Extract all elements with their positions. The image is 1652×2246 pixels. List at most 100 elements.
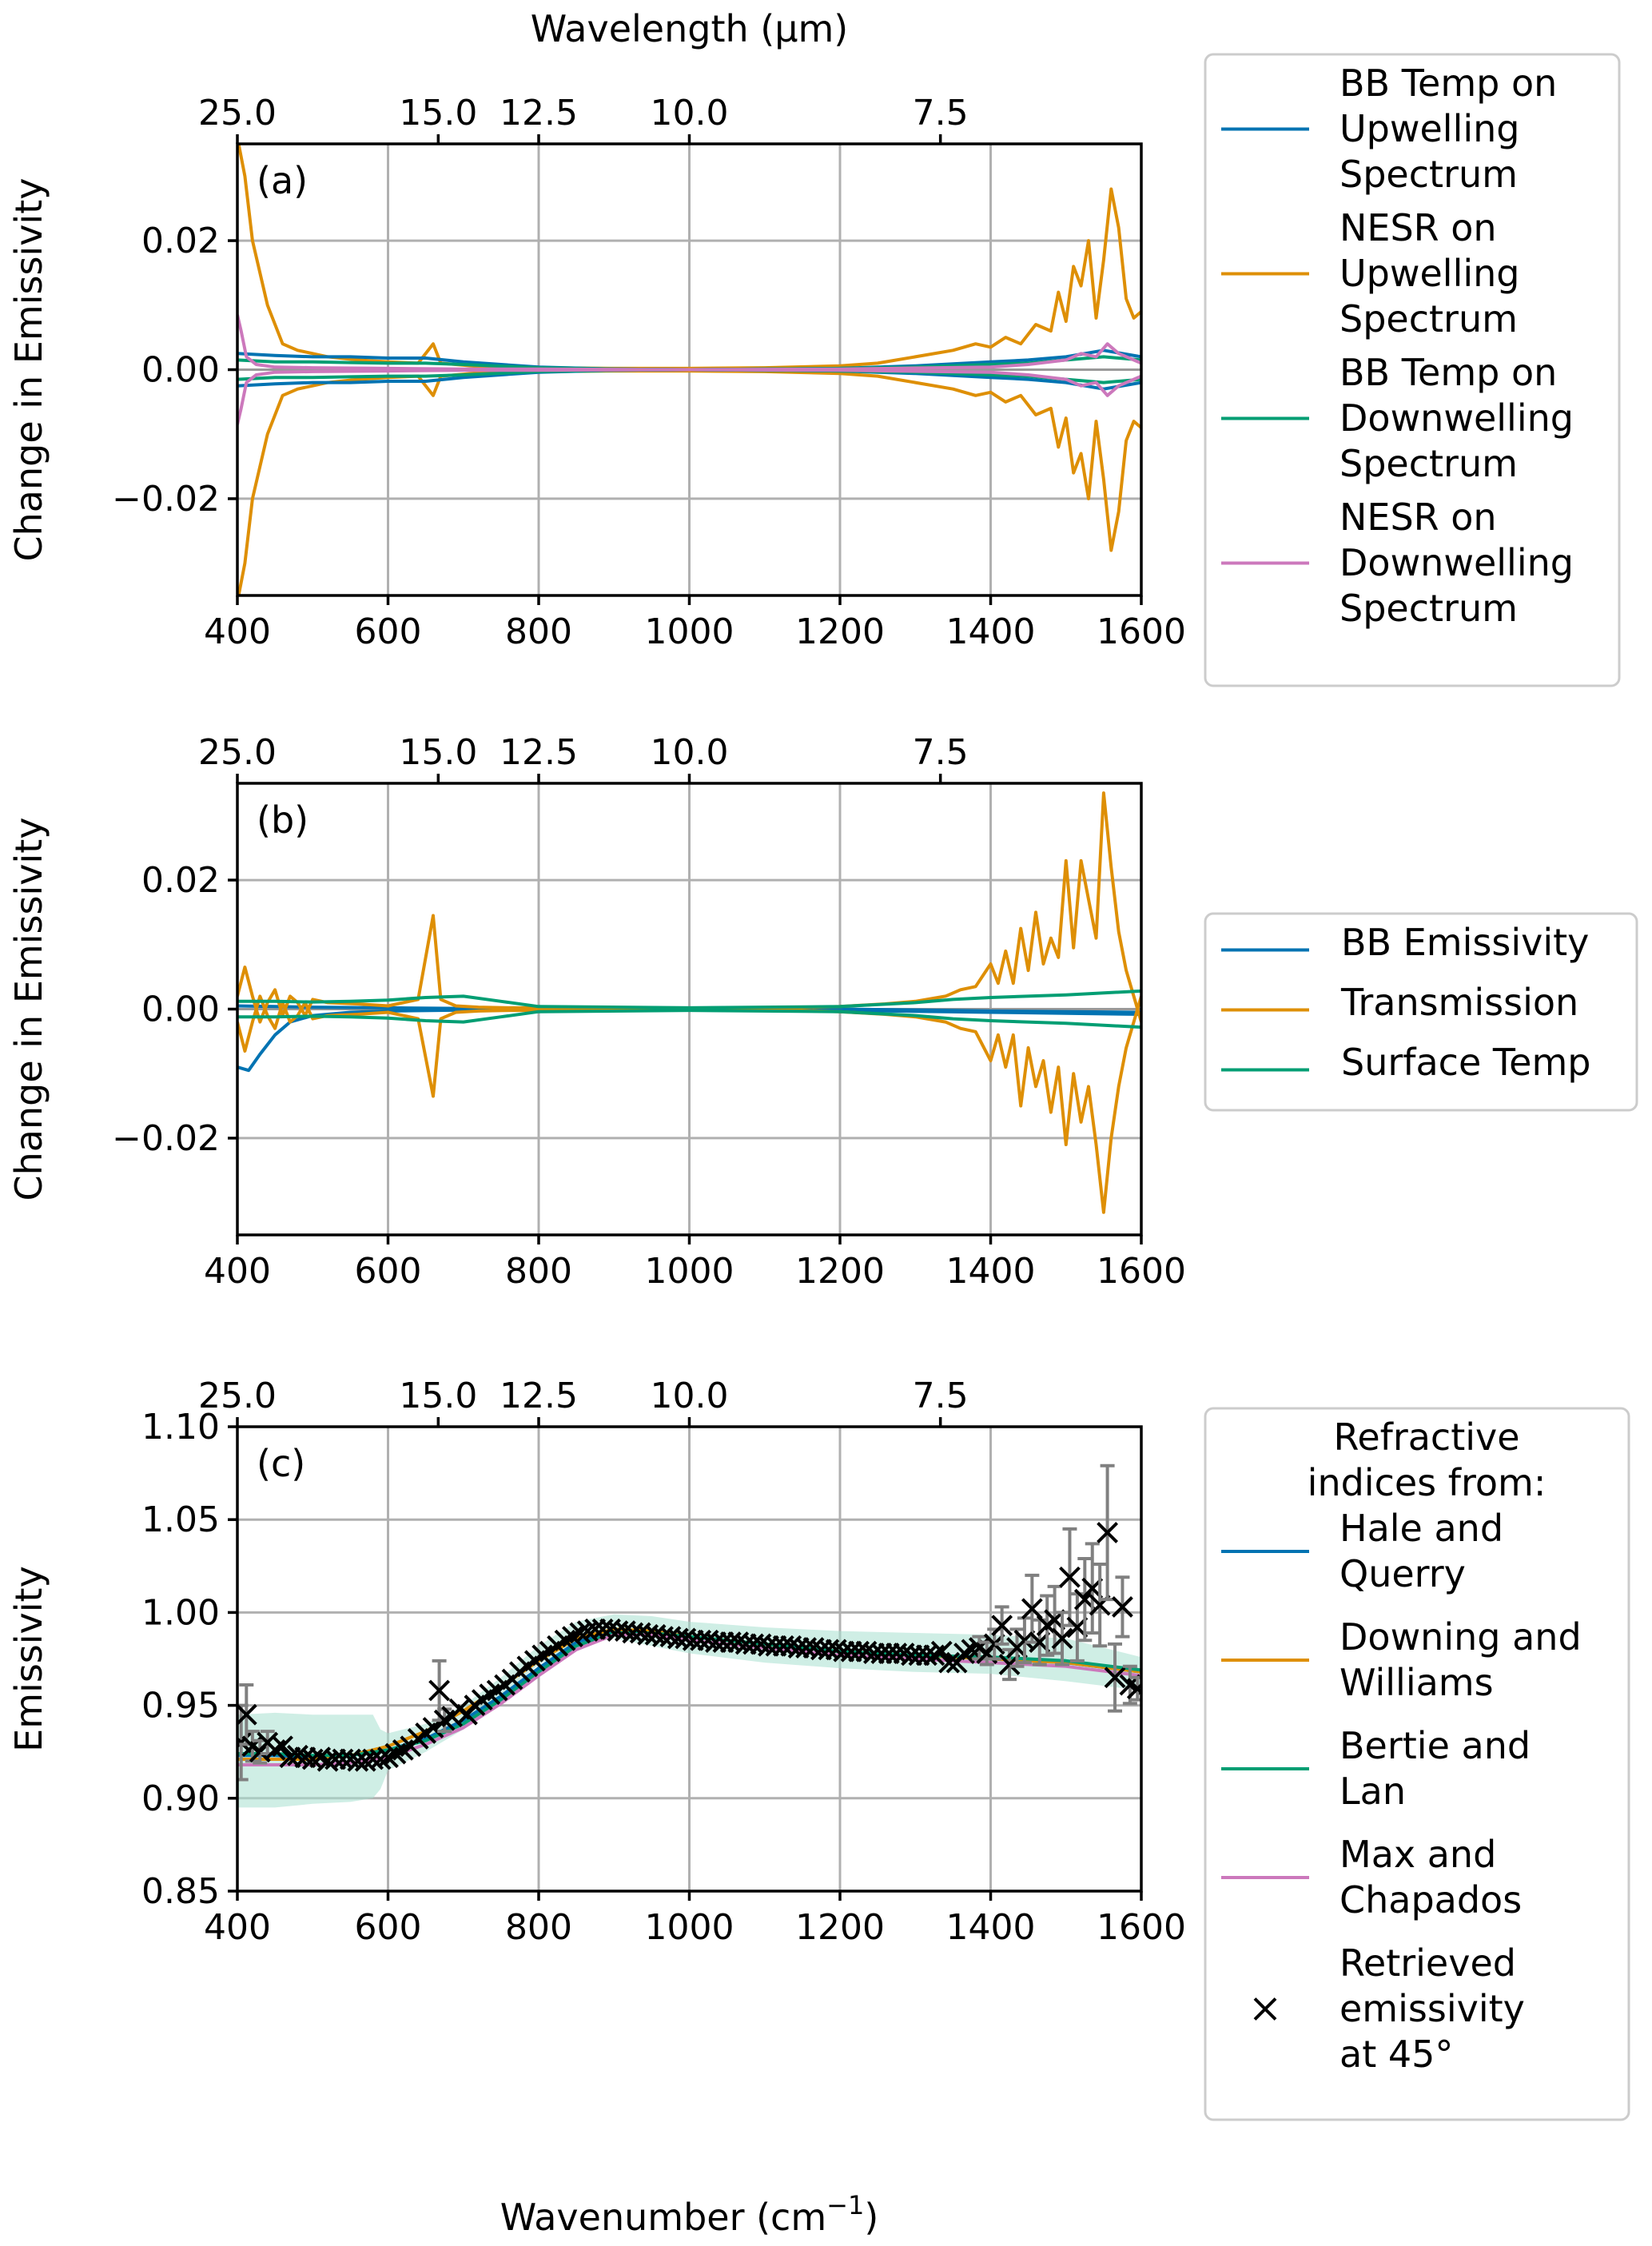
top-tick-label: 25.0 <box>198 93 277 133</box>
y-axis-label: Emissivity <box>7 1566 50 1752</box>
top-tick-label: 7.5 <box>913 93 969 133</box>
retrieved-marker <box>237 1703 257 1726</box>
x-tick-label: 800 <box>505 1251 572 1292</box>
x-tick-label: 1200 <box>795 1251 885 1292</box>
x-tick-label: 400 <box>204 611 271 652</box>
retrieved-marker <box>1097 1522 1119 1543</box>
retrieved-marker <box>712 1631 734 1653</box>
plot-area <box>237 791 1141 1214</box>
top-tick-label: 12.5 <box>500 1376 578 1416</box>
legend-title: Refractive <box>1333 1416 1519 1459</box>
y-tick-label: 1.10 <box>141 1407 220 1448</box>
x-tick-label: 1600 <box>1097 1907 1186 1948</box>
retrieved-marker <box>878 1643 900 1664</box>
top-tick-label: 7.5 <box>913 732 969 773</box>
top-tick-label: 12.5 <box>500 93 578 133</box>
top-tick-label: 15.0 <box>399 93 477 133</box>
panel-label: (c) <box>257 1442 305 1485</box>
legend-label: Downwelling <box>1340 541 1574 584</box>
x-tick-label: 1200 <box>795 1907 885 1948</box>
legend-2: BB Emissivity Transmission Surface Temp <box>1204 912 1638 1112</box>
retrieved-marker <box>833 1640 855 1663</box>
y-tick-label: 1.05 <box>141 1499 220 1540</box>
legend-box <box>1204 53 1621 687</box>
retrieved-marker <box>758 1635 779 1657</box>
legend-label: NESR on <box>1340 206 1497 249</box>
panel-label: (a) <box>257 159 308 202</box>
legend-label: BB Emissivity <box>1341 921 1589 964</box>
legend-label: Hale and <box>1340 1507 1503 1550</box>
x-tick-label: 1000 <box>645 611 734 652</box>
retrieved-marker <box>705 1631 726 1653</box>
retrieved-marker <box>734 1633 757 1655</box>
retrieved-marker <box>428 1679 451 1702</box>
retrieved-marker <box>1059 1566 1081 1588</box>
legend-label: BB Temp on <box>1340 351 1557 394</box>
retrieved-marker <box>584 1618 607 1640</box>
x-tick-label: 1600 <box>1097 611 1186 652</box>
retrieved-marker <box>272 1735 293 1758</box>
top-tick-label: 15.0 <box>399 1376 477 1416</box>
plot-area <box>237 144 1141 595</box>
legend-label: emissivity <box>1340 1987 1525 2030</box>
y-tick-label: −0.02 <box>112 479 220 520</box>
y-axis-label: Change in Emissivity <box>7 178 50 562</box>
x-tick-label: 600 <box>355 611 422 652</box>
legend-label: Chapados <box>1340 1878 1522 1921</box>
legend-box <box>1204 912 1638 1112</box>
x-tick-label: 600 <box>355 1907 422 1948</box>
y-tick-label: −0.02 <box>112 1118 220 1159</box>
plot-area <box>237 1463 1141 1808</box>
panel-c: 400 600 800 1000 1200 1400 1600 25.0 15.0 12.5 10.… <box>7 1376 1186 1948</box>
top-tick-label: 12.5 <box>500 732 578 773</box>
retrieved-marker <box>1104 1667 1126 1689</box>
legend-label: Surface Temp <box>1341 1041 1590 1084</box>
x-tick-label: 1400 <box>946 611 1036 652</box>
retrieved-marker <box>810 1639 832 1661</box>
retrieved-marker <box>930 1640 953 1663</box>
legend-title: indices from: <box>1308 1461 1547 1504</box>
top-tick-label: 7.5 <box>913 1376 969 1416</box>
retrieved-marker <box>908 1644 930 1667</box>
top-tick-label: 25.0 <box>198 1376 277 1416</box>
panel-b: 400 600 800 1000 1200 1400 1600 25.0 15.0 12.5 10.… <box>7 732 1186 1292</box>
legend-label: BB Temp on <box>1340 62 1557 105</box>
retrieved-marker <box>870 1643 893 1664</box>
legend-label: Downing and <box>1340 1615 1582 1659</box>
top-axis-label: Wavelength (μm) <box>531 7 848 50</box>
panel-label: (b) <box>257 798 309 842</box>
x-axis-label: Wavenumber (cm−1) <box>500 2190 879 2239</box>
retrieved-marker <box>991 1615 1013 1637</box>
retrieved-marker <box>862 1643 885 1664</box>
retrieved-marker <box>369 1748 392 1770</box>
series-surface-temp-mirror <box>237 1009 1141 1029</box>
retrieved-marker <box>938 1651 961 1674</box>
retrieved-marker <box>324 1748 346 1770</box>
retrieved-marker <box>840 1640 862 1663</box>
retrieved-marker <box>1112 1596 1133 1618</box>
legend-label: Spectrum <box>1340 587 1518 630</box>
retrieved-marker <box>279 1746 301 1769</box>
legend-label: Bertie and <box>1340 1724 1531 1767</box>
x-tick-label: 1000 <box>645 1251 734 1292</box>
retrieved-marker <box>1051 1627 1073 1650</box>
top-tick-label: 25.0 <box>198 732 277 773</box>
legend-label: at 45° <box>1340 2033 1453 2076</box>
x-tick-label: 1000 <box>645 1907 734 1948</box>
x-tick-label: 1600 <box>1097 1251 1186 1292</box>
legend-label: Spectrum <box>1340 153 1518 196</box>
x-tick-label: 1200 <box>795 611 885 652</box>
y-tick-label: 0.02 <box>141 221 220 261</box>
legend-label: Transmission <box>1340 981 1578 1024</box>
top-tick-label: 10.0 <box>651 1376 729 1416</box>
x-tick-label: 800 <box>505 611 572 652</box>
legend-label: Downwelling <box>1340 396 1574 440</box>
legend-label: Williams <box>1340 1661 1494 1704</box>
legend-label: Upwelling <box>1340 107 1520 150</box>
y-tick-label: 1.00 <box>141 1592 220 1633</box>
y-tick-label: 0.00 <box>141 990 220 1030</box>
retrieved-marker <box>682 1629 704 1651</box>
